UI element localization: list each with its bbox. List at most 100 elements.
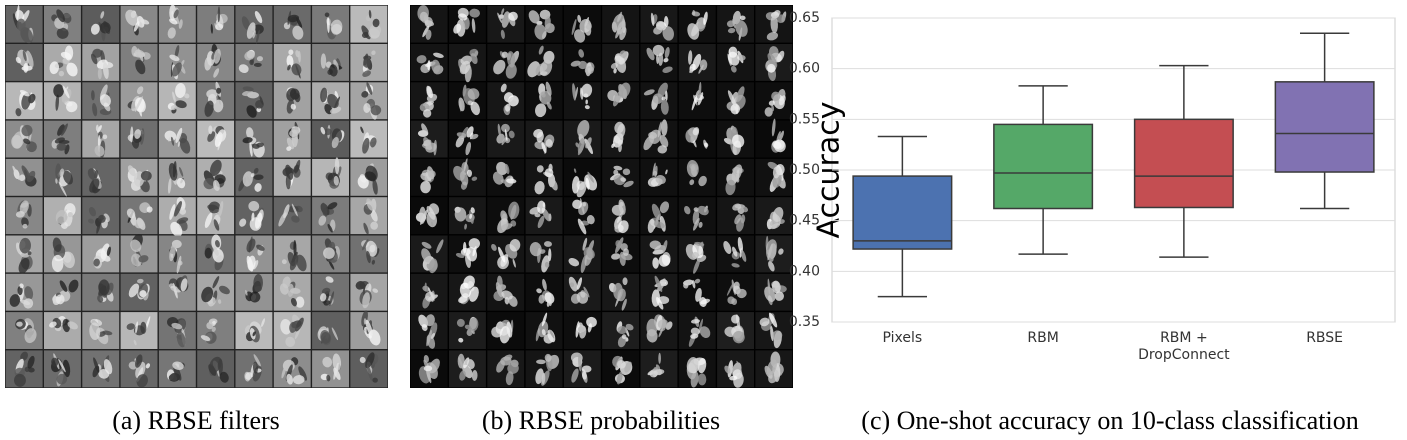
tile-stroke: [583, 286, 590, 298]
tile-stroke: [362, 137, 370, 154]
tile-stroke: [425, 142, 437, 153]
tile-stroke: [255, 29, 260, 44]
tile-stroke: [217, 6, 221, 23]
tile-stroke: [587, 171, 594, 183]
tile-stroke: [169, 243, 176, 262]
tile-stroke: [242, 90, 254, 97]
tile-stroke: [88, 218, 95, 224]
tile-stroke: [541, 92, 546, 98]
tile-stroke: [169, 204, 176, 220]
tile-stroke: [543, 241, 552, 247]
tile-stroke: [647, 218, 655, 233]
tile-stroke: [372, 18, 380, 28]
tile-stroke: [470, 53, 478, 65]
tile-stroke: [732, 172, 740, 183]
tile-stroke: [87, 168, 98, 181]
tile-stroke: [133, 21, 140, 32]
tile-stroke: [56, 27, 69, 39]
y-tick-label: 0.40: [789, 263, 820, 279]
tile-stroke: [146, 206, 153, 213]
tile-stroke: [687, 23, 700, 40]
tile-stroke: [491, 243, 497, 251]
tile-stroke: [323, 247, 335, 259]
tile-stroke: [740, 249, 747, 262]
tile-stroke: [568, 258, 580, 267]
tile-stroke: [290, 297, 297, 307]
tile: [120, 197, 158, 235]
x-tick-label: Pixels: [883, 330, 923, 346]
tile-stroke: [293, 164, 300, 173]
tile-stroke: [134, 219, 144, 229]
tile-stroke: [458, 356, 465, 373]
tile-stroke: [458, 337, 464, 343]
tile-stroke: [323, 300, 331, 306]
tile-stroke: [500, 83, 507, 93]
tile-stroke: [319, 293, 327, 302]
tile-stroke: [729, 375, 738, 381]
tile-stroke: [776, 14, 786, 24]
tile-stroke: [759, 317, 770, 327]
tile-stroke: [582, 237, 588, 251]
tile-stroke: [130, 239, 142, 253]
tile-stroke: [55, 294, 65, 305]
tile-stroke: [613, 169, 619, 176]
tile-stroke: [55, 209, 68, 224]
tile-stroke: [466, 126, 474, 138]
tile-stroke: [291, 63, 302, 76]
tile-stroke: [505, 63, 517, 79]
tile-stroke: [501, 8, 505, 15]
tile-stroke: [727, 27, 736, 34]
tile-stroke: [19, 237, 31, 254]
tile-stroke: [219, 285, 230, 295]
tile-stroke: [501, 290, 513, 300]
tile-stroke: [58, 181, 67, 197]
tile-stroke: [99, 94, 111, 107]
tile-stroke: [92, 103, 98, 117]
tile-stroke: [509, 238, 521, 252]
tile-stroke: [655, 364, 661, 371]
tile-stroke: [145, 363, 151, 369]
tile-stroke: [624, 361, 632, 373]
tile-stroke: [684, 206, 691, 215]
tile-stroke: [697, 205, 709, 216]
tile-stroke: [318, 215, 327, 226]
tile-stroke: [771, 104, 775, 112]
tile-stroke: [216, 87, 222, 94]
tile-stroke: [126, 323, 135, 330]
tile-stroke: [67, 321, 78, 330]
tile-stroke: [206, 89, 218, 99]
tile-stroke: [97, 214, 106, 223]
tile-stroke: [468, 286, 479, 302]
tile-stroke: [167, 27, 176, 39]
tile-stroke: [770, 223, 781, 230]
tile-stroke: [572, 83, 577, 101]
tile-stroke: [424, 282, 427, 291]
tile-stroke: [286, 137, 295, 150]
tile-stroke: [767, 53, 778, 68]
tile-stroke: [578, 49, 585, 58]
tile-stroke: [470, 101, 481, 116]
tile-stroke: [19, 90, 30, 97]
tile: [312, 350, 349, 388]
tile-stroke: [469, 213, 473, 219]
tile-stroke: [456, 318, 465, 327]
tile-stroke: [168, 136, 172, 142]
tile-stroke: [22, 223, 28, 229]
tile-stroke: [730, 65, 737, 73]
tile-stroke: [506, 321, 513, 338]
tile-stroke: [689, 179, 695, 186]
tile-stroke: [458, 13, 468, 21]
tile-stroke: [649, 370, 658, 378]
tile-stroke: [210, 23, 213, 34]
tile-stroke: [289, 287, 301, 294]
tile-stroke: [618, 143, 622, 153]
tile-stroke: [665, 169, 668, 175]
tile-stroke: [657, 121, 662, 138]
tile-stroke: [622, 277, 628, 286]
tile-stroke: [544, 353, 552, 362]
tile-stroke: [289, 254, 299, 271]
tile-stroke: [329, 64, 338, 77]
tile-stroke: [103, 359, 113, 375]
tile-stroke: [59, 280, 68, 292]
tile-stroke: [537, 215, 545, 229]
